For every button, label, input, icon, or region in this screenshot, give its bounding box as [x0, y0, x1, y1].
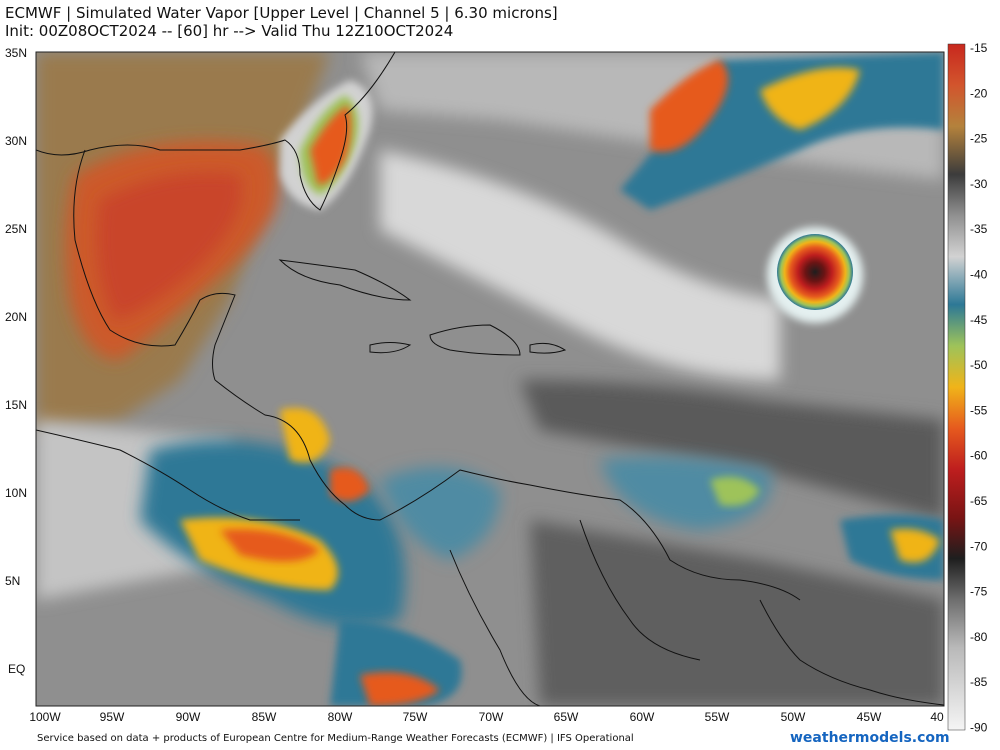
lon-tick-label: 50W — [781, 710, 806, 724]
colorbar-tick-label: -25 — [970, 132, 988, 146]
lon-tick-label: 100W — [29, 710, 61, 724]
colorbar-tick-label: -30 — [970, 177, 988, 191]
colorbar-tick-label: -55 — [970, 403, 988, 417]
colorbar-tick-label: -20 — [970, 86, 988, 100]
brand-link[interactable]: weathermodels.com — [790, 730, 950, 746]
colorbar-tick-label: -60 — [970, 449, 988, 463]
colorbar — [947, 43, 966, 731]
map-title: ECMWF | Simulated Water Vapor [Upper Lev… — [5, 4, 558, 22]
lat-tick-label: 35N — [5, 46, 27, 60]
lon-tick-label: 45W — [857, 710, 882, 724]
imagery-layer — [36, 52, 944, 706]
lon-tick-label: 90W — [176, 710, 201, 724]
colorbar-tick-label: -80 — [970, 630, 988, 644]
coastlines — [36, 52, 944, 706]
colorbar-tick-label: -75 — [970, 585, 988, 599]
colorbar-tick-label: -50 — [970, 358, 988, 372]
lon-tick-label: 60W — [630, 710, 655, 724]
lon-tick-label: 40 — [930, 710, 944, 724]
colorbar-tick-label: -85 — [970, 675, 988, 689]
lon-tick-label: 65W — [554, 710, 579, 724]
lon-tick-label: 95W — [100, 710, 125, 724]
lat-tick-label: 10N — [5, 486, 27, 500]
colorbar-labels: -15 -20 -25 -30 -35 -40 -45 -50 -55 -60 -65 -70 -75 -… — [970, 41, 988, 735]
lat-tick-label: EQ — [8, 662, 25, 676]
colorbar-tick-label: -70 — [970, 539, 988, 553]
lat-tick-label: 20N — [5, 310, 27, 324]
lon-tick-label: 80W — [328, 710, 353, 724]
data-source-credit: Service based on data + products of Euro… — [37, 733, 634, 744]
map-subtitle: Init: 00Z08OCT2024 -- [60] hr --> Valid … — [5, 22, 454, 40]
colorbar-tick-label: -40 — [970, 268, 988, 282]
lon-tick-label: 75W — [403, 710, 428, 724]
colorbar-tick-label: -65 — [970, 494, 988, 508]
lon-tick-label: 70W — [479, 710, 504, 724]
colorbar-tick-label: -90 — [970, 721, 988, 735]
lon-tick-label: 85W — [252, 710, 277, 724]
map-frame — [35, 51, 945, 707]
colorbar-tick-label: -15 — [970, 41, 988, 55]
lat-tick-label: 25N — [5, 222, 27, 236]
lon-axis: 100W 95W 90W 85W 80W 75W 70W 65W 60W 55W… — [29, 710, 944, 724]
colorbar-tick-label: -45 — [970, 313, 988, 327]
lon-tick-label: 55W — [705, 710, 730, 724]
lat-tick-label: 5N — [5, 574, 20, 588]
lat-tick-label: 15N — [5, 398, 27, 412]
lat-tick-label: 30N — [5, 134, 27, 148]
colorbar-tick-label: -35 — [970, 222, 988, 236]
lat-axis: 35N 30N 25N 20N 15N 10N 5N EQ — [5, 46, 27, 676]
